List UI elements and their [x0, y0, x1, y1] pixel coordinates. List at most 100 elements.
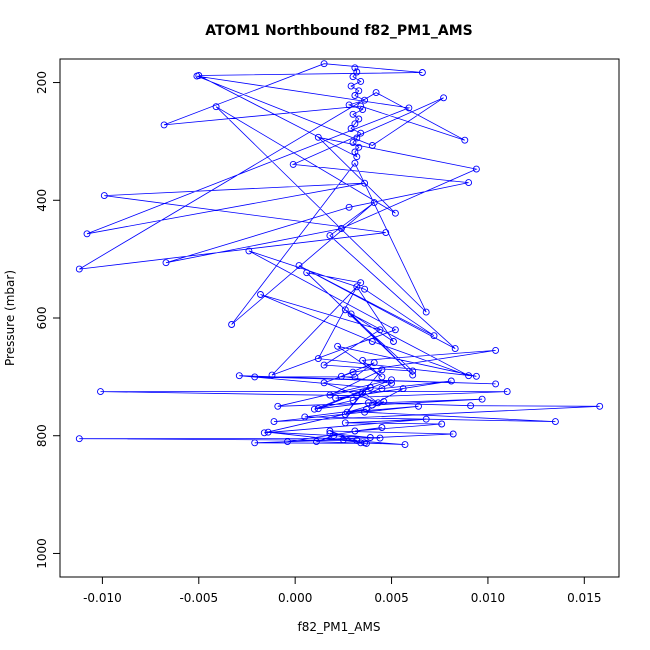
- data-point: [351, 159, 359, 167]
- y-tick-label: 1000: [35, 538, 49, 569]
- data-point: [295, 262, 303, 270]
- data-point: [314, 405, 322, 413]
- data-point: [353, 134, 361, 142]
- data-point: [422, 308, 430, 316]
- data-point: [551, 418, 559, 426]
- data-point: [355, 115, 363, 123]
- x-tick-label: -0.005: [179, 591, 218, 605]
- y-tick-label: 200: [35, 71, 49, 94]
- data-point: [378, 366, 386, 374]
- y-tick-label: 400: [35, 189, 49, 212]
- data-point: [193, 72, 201, 80]
- data-point: [465, 372, 473, 380]
- data-point: [341, 411, 349, 418]
- series-line: [79, 63, 600, 445]
- data-point: [251, 439, 259, 447]
- data-point: [357, 77, 365, 85]
- y-tick-label: 800: [35, 424, 49, 447]
- data-point: [351, 64, 359, 72]
- chart-title: ATOM1 Northbound f82_PM1_AMS: [205, 23, 472, 39]
- y-tick-label: 600: [35, 307, 49, 330]
- data-point: [284, 438, 291, 446]
- data-point: [320, 379, 328, 387]
- data-point: [251, 373, 259, 381]
- data-point: [376, 326, 384, 334]
- data-point: [353, 392, 361, 400]
- x-axis-label: f82_PM1_AMS: [298, 620, 381, 634]
- x-tick-label: -0.010: [83, 591, 122, 605]
- x-axis: -0.010 -0.005 0.000 0.005 0.010 0.015: [83, 576, 601, 605]
- data-point: [83, 230, 91, 238]
- data-point: [289, 160, 297, 168]
- data-point: [351, 120, 359, 128]
- data-point: [353, 68, 361, 76]
- data-point: [415, 402, 422, 410]
- data-point: [391, 326, 399, 334]
- data-point: [326, 232, 334, 240]
- data-point: [451, 345, 459, 353]
- data-point: [320, 361, 328, 369]
- data-point: [349, 139, 357, 147]
- data-point: [264, 428, 272, 436]
- data-point: [368, 338, 376, 345]
- data-point: [472, 165, 480, 173]
- data-point: [478, 395, 486, 403]
- data-point: [368, 142, 376, 149]
- data-point: [438, 420, 446, 428]
- data-point: [388, 376, 395, 384]
- data-point: [366, 384, 374, 391]
- data-point: [378, 373, 386, 381]
- data-point: [301, 413, 309, 421]
- data-point: [351, 373, 359, 381]
- data-point: [314, 355, 322, 363]
- data-point: [337, 372, 345, 380]
- data-point: [228, 321, 236, 328]
- data-point: [347, 82, 355, 90]
- data-point: [596, 402, 604, 410]
- data-point: [353, 283, 361, 291]
- data-point: [378, 385, 386, 393]
- x-tick-label: 0.015: [567, 591, 601, 605]
- data-point: [399, 385, 407, 393]
- data-point: [260, 429, 268, 437]
- data-point: [349, 396, 357, 404]
- data-point: [353, 436, 361, 444]
- series-layer: [75, 60, 604, 449]
- data-point: [390, 338, 397, 345]
- data-point: [351, 92, 359, 99]
- data-point: [380, 398, 388, 406]
- x-tick-label: 0.010: [471, 591, 505, 605]
- data-point: [339, 436, 347, 444]
- data-point: [503, 388, 511, 396]
- data-point: [359, 388, 367, 396]
- data-point: [492, 380, 500, 388]
- data-point: [361, 96, 369, 104]
- data-point: [370, 359, 378, 367]
- data-point: [330, 432, 338, 440]
- data-point: [257, 291, 264, 298]
- data-point: [345, 101, 353, 109]
- data-point: [467, 402, 475, 410]
- data-point: [332, 394, 340, 402]
- data-point: [409, 371, 417, 379]
- x-tick-label: 0.005: [374, 591, 408, 605]
- data-point: [440, 94, 448, 102]
- data-point: [357, 102, 365, 110]
- data-point: [349, 368, 357, 376]
- data-point: [268, 371, 276, 379]
- data-point: [355, 87, 363, 95]
- data-point: [447, 377, 455, 385]
- data-point: [235, 372, 243, 380]
- data-point: [270, 418, 278, 426]
- data-point: [162, 259, 170, 267]
- data-point: [409, 367, 417, 375]
- data-point: [430, 332, 438, 340]
- data-point: [418, 69, 426, 76]
- data-point: [391, 209, 399, 217]
- data-point: [361, 285, 369, 293]
- data-point: [303, 269, 311, 277]
- data-point: [100, 192, 108, 200]
- data-point: [347, 310, 355, 318]
- data-point: [347, 125, 355, 132]
